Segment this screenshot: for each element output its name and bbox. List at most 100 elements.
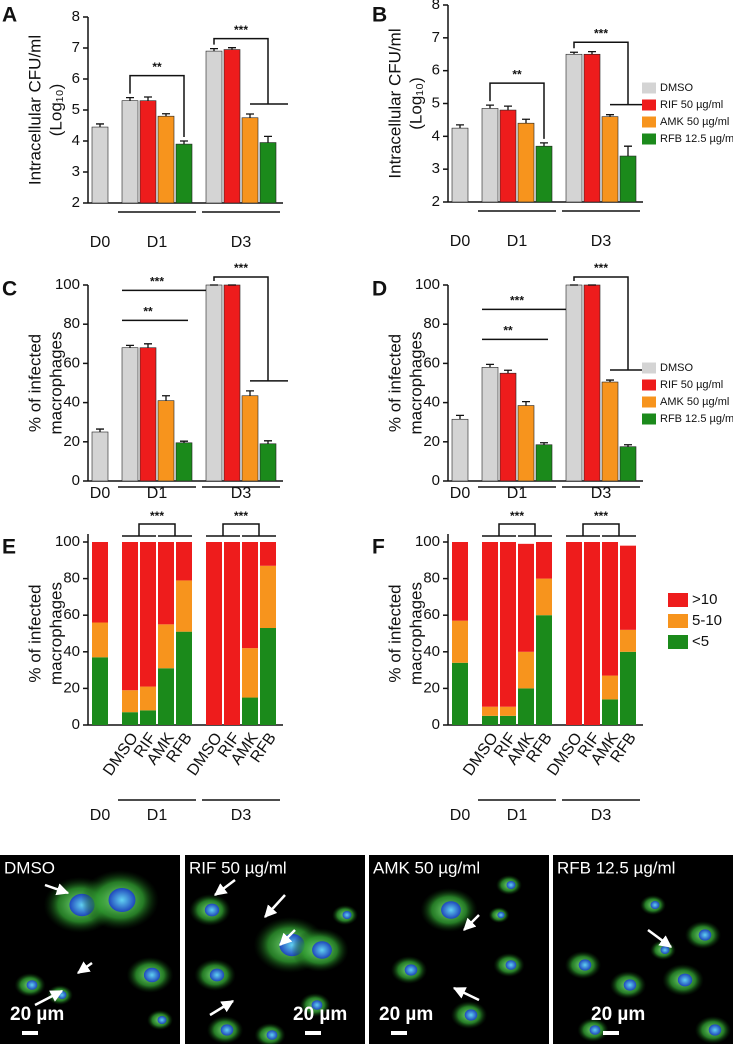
group-label: D1 — [507, 233, 528, 250]
bar-segment — [242, 542, 258, 649]
panel-label: E — [2, 536, 16, 559]
y-tick-label: 80 — [423, 570, 440, 587]
bar — [139, 100, 157, 204]
significance-bracket — [482, 523, 552, 537]
y-tick-label: 5 — [72, 101, 80, 118]
bar — [205, 284, 223, 482]
legend-swatch — [642, 99, 656, 111]
group-label: D3 — [231, 807, 252, 824]
panel-label: F — [372, 536, 385, 559]
y-tick-label: 5 — [432, 94, 440, 111]
nucleus — [660, 946, 670, 954]
error-bar — [144, 96, 152, 101]
image-label: DMSO — [4, 858, 55, 877]
error-bar — [228, 47, 236, 50]
error-bar — [162, 113, 170, 117]
significance-label: ** — [503, 324, 513, 338]
y-tick-label: 20 — [63, 433, 80, 450]
error-bar — [486, 363, 494, 368]
significance-bracket — [489, 82, 545, 139]
legend-swatch — [668, 593, 688, 607]
bar-segment — [92, 542, 108, 623]
significance-label: *** — [150, 275, 164, 289]
bar — [451, 418, 469, 482]
bar — [535, 444, 553, 482]
bar-segment — [584, 542, 600, 725]
arrow — [264, 894, 286, 918]
error-bar — [162, 395, 170, 401]
arrow — [44, 883, 70, 896]
nucleus — [404, 964, 418, 976]
bar-segment — [260, 565, 276, 629]
y-tick-label: 20 — [423, 433, 440, 450]
legend-label: DMSO — [660, 362, 693, 374]
bar-segment — [536, 615, 552, 725]
group-label: D3 — [591, 233, 612, 250]
y-tick-label: 100 — [55, 533, 80, 550]
y-tick-label: 100 — [415, 533, 440, 550]
nucleus — [143, 967, 161, 983]
bar — [241, 395, 259, 482]
scale-bar-label: 20 µm — [591, 1004, 645, 1025]
scale-bar — [305, 1031, 321, 1035]
bar — [451, 127, 469, 203]
error-bar — [504, 369, 512, 374]
bar — [601, 381, 619, 482]
bar-segment — [92, 657, 108, 725]
image-label: RIF 50 µg/ml — [189, 858, 287, 877]
significance-bracket — [213, 37, 288, 105]
scale-bar-label: 20 µm — [293, 1004, 347, 1025]
bar-segment — [122, 690, 138, 713]
error-bar — [606, 379, 614, 383]
nucleus — [698, 929, 712, 941]
bar — [175, 143, 193, 204]
y-axis-label: macrophages — [46, 582, 65, 685]
nucleus — [708, 1024, 722, 1036]
error-bar — [126, 96, 134, 101]
scale-bar — [603, 1031, 619, 1035]
group-label: D0 — [450, 233, 471, 250]
significance-label: ** — [152, 60, 162, 74]
legend-swatch — [642, 133, 656, 145]
bar-segment — [92, 622, 108, 658]
group-label: D0 — [90, 807, 111, 824]
error-bar — [126, 344, 134, 348]
nucleus — [650, 901, 660, 909]
micrograph: RFB 12.5 µg/ml 20 µm — [553, 855, 733, 1044]
y-tick-label: 60 — [63, 354, 80, 371]
bar — [223, 284, 241, 482]
significance-bracket — [213, 276, 288, 382]
bar — [259, 142, 277, 204]
legend-label: AMK 50 µg/ml — [660, 396, 729, 408]
bar-segment — [536, 578, 552, 616]
bar-segment — [158, 668, 174, 725]
bar — [517, 122, 535, 203]
y-tick-label: 40 — [423, 643, 440, 660]
bar — [121, 100, 139, 204]
arrow — [647, 928, 673, 949]
bar — [241, 117, 259, 204]
y-tick-label: 8 — [72, 8, 80, 25]
y-axis-label: (Log₁₀) — [46, 84, 65, 136]
error-bar — [522, 118, 530, 124]
error-bar — [180, 440, 188, 443]
bar-segment — [158, 542, 174, 625]
significance-label: *** — [234, 23, 248, 37]
bar-segment — [620, 545, 636, 630]
nucleus — [108, 888, 136, 912]
y-tick-label: 6 — [432, 62, 440, 79]
nucleus — [204, 903, 220, 917]
y-tick-label: 60 — [423, 354, 440, 371]
arrow — [76, 961, 93, 975]
group-label: D0 — [90, 485, 111, 502]
y-axis-label: (Log₁₀) — [406, 77, 425, 129]
image-label: RFB 12.5 µg/ml — [557, 858, 675, 877]
bar-segment — [500, 706, 516, 716]
significance-bracket — [206, 523, 276, 537]
error-bar — [486, 104, 494, 109]
bar-segment — [176, 631, 192, 725]
scale-bar — [22, 1031, 38, 1035]
significance-label: *** — [510, 294, 524, 308]
significance-label: *** — [594, 261, 608, 275]
error-bar — [456, 414, 464, 420]
